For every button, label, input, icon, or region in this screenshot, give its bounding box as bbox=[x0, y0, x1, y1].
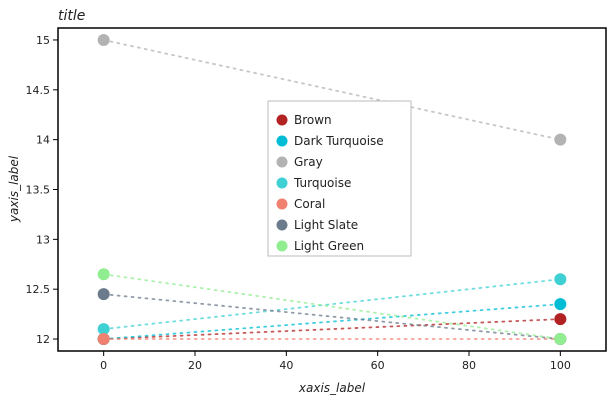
legend-marker bbox=[276, 156, 288, 168]
x-tick-label: 80 bbox=[462, 359, 476, 372]
point-turquoise bbox=[97, 323, 110, 336]
series-line-light-green bbox=[102, 273, 562, 340]
x-tick-label: 40 bbox=[279, 359, 293, 372]
x-axis-title: xaxis_label bbox=[298, 381, 366, 395]
y-tick-label: 12 bbox=[36, 333, 50, 346]
point-dark-turquoise bbox=[554, 298, 567, 311]
series-line-gray bbox=[102, 39, 562, 141]
x-tick-label: 20 bbox=[188, 359, 202, 372]
y-tick-label: 14.5 bbox=[26, 84, 51, 97]
point-turquoise bbox=[554, 273, 567, 286]
point-coral bbox=[97, 333, 110, 346]
series-points bbox=[97, 33, 567, 346]
legend: Brown Dark Turquoise Gray Turquoise Coral Lig… bbox=[267, 100, 412, 257]
y-tick-label: 13 bbox=[36, 233, 50, 246]
legend-label: Light Slate bbox=[294, 218, 358, 232]
series-line-turquoise bbox=[102, 278, 562, 330]
y-tick-label: 15 bbox=[36, 34, 50, 47]
legend-label: Brown bbox=[294, 113, 332, 127]
legend-marker bbox=[276, 135, 288, 147]
y-tick-label: 13.5 bbox=[26, 184, 51, 197]
legend-marker bbox=[276, 177, 288, 189]
legend-label: Light Green bbox=[294, 239, 364, 253]
legend-label: Turquoise bbox=[293, 176, 351, 190]
y-tick-label: 12.5 bbox=[26, 283, 51, 296]
legend-label: Dark Turquoise bbox=[294, 134, 384, 148]
x-tick-label: 100 bbox=[550, 359, 571, 372]
point-light-slate bbox=[97, 288, 110, 301]
x-axis-ticks: 0 20 40 60 80 100 bbox=[100, 351, 571, 372]
point-gray bbox=[554, 133, 567, 146]
legend-label: Gray bbox=[294, 155, 323, 169]
chart-title: title bbox=[58, 8, 85, 24]
series-line-dark-turquoise bbox=[102, 303, 562, 340]
point-light-green bbox=[97, 268, 110, 281]
legend-marker bbox=[276, 114, 288, 126]
legend-label: Coral bbox=[294, 197, 325, 211]
series-line-brown bbox=[102, 318, 562, 340]
y-axis-title: yaxis_label bbox=[7, 155, 21, 223]
point-gray bbox=[97, 33, 110, 46]
y-axis-ticks: 12 12.5 13 13.5 14 14.5 15 bbox=[26, 34, 58, 346]
legend-marker bbox=[276, 240, 288, 252]
legend-marker bbox=[276, 198, 288, 210]
point-brown bbox=[554, 313, 567, 326]
legend-box bbox=[267, 100, 412, 257]
series-lines bbox=[102, 39, 562, 340]
y-tick-label: 14 bbox=[36, 134, 50, 147]
x-tick-label: 60 bbox=[371, 359, 385, 372]
x-tick-label: 0 bbox=[100, 359, 107, 372]
point-light-green bbox=[554, 333, 567, 346]
legend-marker bbox=[276, 219, 288, 231]
series-line-light-slate bbox=[102, 293, 562, 340]
